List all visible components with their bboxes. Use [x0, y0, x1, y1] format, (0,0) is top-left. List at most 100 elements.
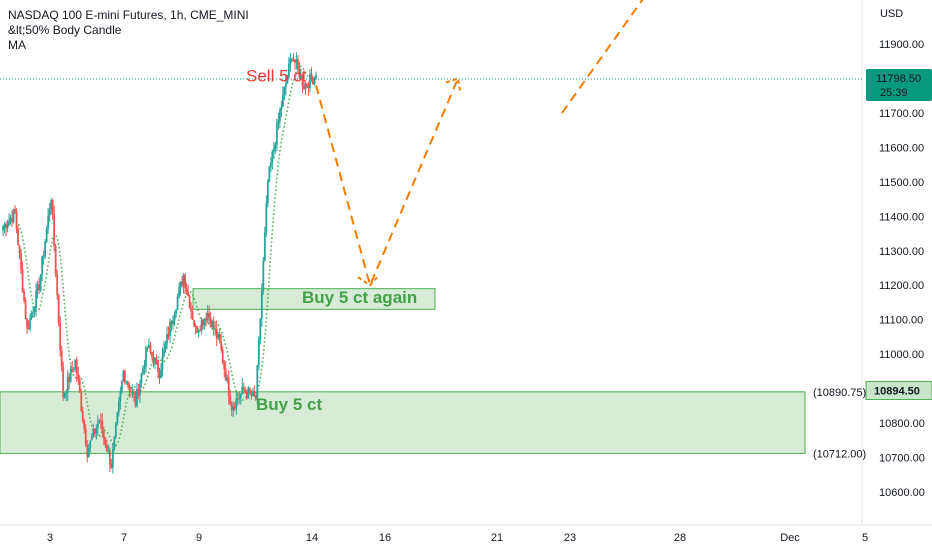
- candle-body: [193, 319, 196, 326]
- time-tick-label: 9: [196, 532, 202, 544]
- candle-body: [295, 59, 298, 63]
- candle-body: [140, 373, 143, 384]
- grid: [0, 0, 932, 526]
- price-tick-label: 11700.00: [879, 108, 924, 120]
- candle-body: [66, 376, 69, 393]
- candle-body: [281, 94, 284, 108]
- buy-again-annotation[interactable]: Buy 5 ct again: [302, 288, 417, 307]
- candle-body: [39, 274, 42, 291]
- candle-body: [48, 209, 51, 216]
- candle-body: [117, 401, 120, 413]
- projection-arrowhead-1: [357, 274, 380, 287]
- candle-body: [247, 388, 250, 398]
- candle-body: [306, 83, 308, 86]
- moving-average-line: [2, 65, 317, 447]
- candle-body: [187, 291, 189, 296]
- candle-body: [251, 391, 254, 396]
- candle-body: [157, 359, 159, 372]
- candle-body: [95, 428, 98, 434]
- candle-body: [176, 296, 179, 310]
- current-price-value[interactable]: 11798.50: [876, 73, 921, 85]
- candle-body: [72, 368, 75, 371]
- candle-body: [128, 384, 131, 391]
- candle-body: [130, 390, 132, 393]
- candle-body: [63, 393, 66, 398]
- candle-body: [98, 420, 101, 424]
- candle-body: [122, 370, 125, 382]
- buy-zone-again[interactable]: [192, 288, 436, 310]
- candle-body: [203, 318, 206, 325]
- candle-body: [263, 232, 266, 261]
- candle-body: [151, 352, 153, 357]
- price-tick-label: 11300.00: [879, 246, 924, 258]
- candle-body: [184, 274, 186, 288]
- candle-body: [56, 274, 59, 295]
- candle-body: [291, 58, 293, 61]
- candle-body: [145, 347, 147, 367]
- candle-body: [303, 86, 305, 90]
- candle-body: [300, 75, 302, 79]
- candle-body: [289, 58, 292, 64]
- candle-body: [146, 347, 149, 349]
- candle-body: [161, 355, 164, 370]
- time-tick-label: 14: [306, 532, 318, 544]
- buy-zone-main[interactable]: [0, 391, 806, 454]
- candle-body: [87, 447, 90, 457]
- candle-body: [167, 333, 170, 337]
- candle-body: [286, 77, 289, 84]
- candle-body: [20, 252, 22, 270]
- candle-body: [182, 274, 185, 286]
- legend-indicator-body-candle[interactable]: &lt;50% Body Candle: [8, 23, 122, 37]
- candle-body: [259, 318, 262, 340]
- candle-body: [8, 220, 10, 226]
- candle-body: [155, 358, 158, 360]
- zone-price-tag: 10894.50: [874, 386, 920, 398]
- candle-body: [224, 369, 227, 381]
- candle-body: [24, 300, 27, 320]
- candle-body: [262, 260, 265, 291]
- candle-body: [229, 396, 232, 405]
- candle-body: [280, 107, 283, 111]
- price-axis[interactable]: USD10600.0010700.0010800.0010900.0011000…: [813, 8, 932, 499]
- legend-indicator-ma[interactable]: MA: [8, 38, 26, 52]
- sell-annotation[interactable]: Sell 5 ct: [246, 66, 307, 85]
- price-tick-label: 10700.00: [879, 453, 925, 465]
- candle-body: [27, 327, 30, 330]
- candle-body: [99, 420, 102, 422]
- price-tick-label: 11200.00: [879, 280, 924, 292]
- candle-body: [14, 209, 16, 212]
- candle-body: [272, 148, 275, 152]
- candle-body: [288, 63, 290, 78]
- candle-body: [101, 420, 104, 432]
- projection-path-1: [315, 78, 459, 289]
- candle-body: [111, 449, 114, 468]
- candle-body: [197, 330, 200, 333]
- candle-body: [3, 224, 6, 227]
- legend-title[interactable]: NASDAQ 100 E-mini Futures, 1h, CME_MINI: [8, 8, 249, 22]
- candle-body: [235, 398, 238, 409]
- candle-body: [9, 217, 12, 221]
- candle-body: [51, 200, 54, 214]
- candle-body: [297, 59, 299, 68]
- candle-body: [310, 73, 313, 79]
- candle-body: [23, 291, 25, 301]
- candle-body: [50, 200, 53, 210]
- candle-body: [139, 383, 141, 396]
- candle-body: [136, 389, 138, 406]
- buy-annotation[interactable]: Buy 5 ct: [256, 395, 322, 414]
- time-axis[interactable]: 3 7 9 14 16 21 23 28 Dec 5: [47, 532, 868, 544]
- time-tick-label: 5: [862, 532, 868, 544]
- candle-body: [96, 423, 99, 429]
- candle-body: [292, 60, 295, 62]
- candle-body: [143, 366, 146, 369]
- currency-label: USD: [880, 8, 903, 20]
- candle-body: [134, 395, 137, 406]
- candle-body: [160, 369, 162, 378]
- candle-body: [212, 320, 215, 329]
- candles-layer: [2, 52, 317, 474]
- candle-body: [15, 211, 18, 229]
- candle-body: [253, 391, 256, 396]
- candle-body: [202, 319, 205, 325]
- candle-body: [200, 319, 203, 331]
